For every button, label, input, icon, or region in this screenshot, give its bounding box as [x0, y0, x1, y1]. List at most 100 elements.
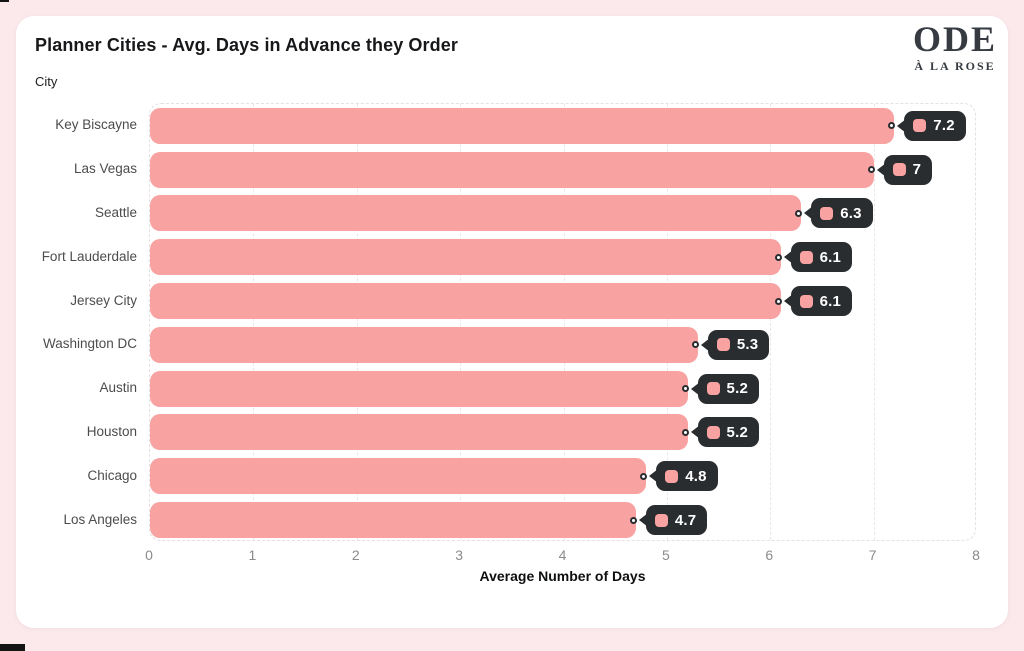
value-tooltip: 6.3	[811, 198, 873, 229]
value-callout: 5.2	[681, 411, 759, 455]
bar-row: 7	[150, 148, 975, 192]
chart-title: Planner Cities - Avg. Days in Advance th…	[35, 35, 458, 55]
bar-row: 7.2	[150, 104, 975, 148]
tooltip-notch	[700, 337, 710, 352]
bar	[150, 414, 688, 451]
category-label: Key Biscayne	[55, 117, 137, 133]
x-tick-label: 4	[558, 547, 567, 563]
bar	[150, 502, 636, 539]
value-callout: 4.7	[629, 498, 708, 542]
bar-row: 4.8	[150, 454, 975, 498]
x-tick-label: 0	[145, 547, 153, 563]
category-label: Austin	[99, 380, 137, 396]
value-callout: 5.3	[691, 323, 770, 367]
tooltip-swatch	[706, 382, 720, 396]
tooltip-notch	[783, 294, 793, 309]
tooltip-swatch	[799, 250, 813, 264]
gridline	[563, 104, 565, 540]
gridline	[356, 104, 358, 540]
value-tooltip: 5.2	[697, 417, 759, 448]
tooltip-notch	[783, 250, 793, 265]
bar-row: 6.3	[150, 192, 975, 236]
bar	[150, 326, 698, 363]
bar-end-marker-icon	[691, 341, 699, 349]
value-tooltip: 6.1	[790, 286, 853, 317]
bar-end-marker-icon	[795, 209, 803, 217]
screen-edge-artifact	[0, 0, 9, 2]
gridline	[253, 104, 255, 540]
category-label: Jersey City	[70, 292, 137, 308]
bar-end-marker-icon	[774, 297, 782, 305]
plot-area: 7.2 7 6.3 6.1 6.1 5.3 5.2 5.2 4.8 4.7	[149, 103, 976, 541]
value-tooltip: 4.7	[645, 505, 708, 536]
bar	[150, 239, 781, 276]
tooltip-value: 7.2	[933, 117, 955, 135]
bar	[150, 370, 688, 407]
tooltip-swatch	[706, 425, 720, 439]
tooltip-notch	[897, 118, 907, 133]
category-label: Washington DC	[42, 336, 137, 352]
tooltip-swatch	[913, 119, 927, 133]
category-label: Fort Lauderdale	[41, 248, 137, 264]
category-label: Chicago	[87, 467, 137, 483]
tooltip-notch	[804, 206, 814, 221]
value-callout: 6.3	[795, 192, 873, 236]
x-tick-label: 6	[765, 547, 774, 563]
bar-row: 4.7	[150, 498, 975, 542]
brand-logo: ODE À LA ROSE	[912, 19, 997, 74]
bar-end-marker-icon	[681, 385, 689, 393]
gridline	[666, 104, 668, 540]
x-tick-label: 8	[972, 547, 980, 563]
gridline	[770, 104, 772, 540]
tooltip-value: 7	[912, 161, 922, 179]
tooltip-swatch	[799, 294, 813, 308]
value-tooltip: 5.2	[697, 373, 759, 404]
brand-logo-tagline: À LA ROSE	[914, 58, 996, 73]
bar-end-marker-icon	[629, 516, 637, 524]
value-callout: 4.8	[640, 454, 718, 498]
value-tooltip: 5.3	[707, 329, 770, 360]
tooltip-value: 5.2	[726, 423, 748, 441]
bar-end-marker-icon	[681, 428, 689, 436]
value-tooltip: 4.8	[656, 461, 718, 492]
x-axis-ticks: 0 1 2 3 4 5 6 7 8	[145, 547, 980, 565]
category-label: Los Angeles	[63, 511, 137, 527]
tooltip-notch	[638, 513, 648, 528]
tooltip-value: 6.1	[819, 248, 842, 266]
gridline	[460, 104, 462, 540]
bar-row: 5.2	[150, 367, 975, 411]
value-callout: 5.2	[681, 367, 759, 411]
value-tooltip: 7.2	[904, 110, 966, 141]
bar	[150, 458, 647, 495]
bar	[150, 283, 781, 320]
bar	[150, 195, 802, 232]
brand-logo-wordmark: ODE	[912, 19, 997, 59]
tooltip-value: 6.1	[819, 292, 842, 310]
gridline	[873, 104, 875, 540]
chart-card: Planner Cities - Avg. Days in Advance th…	[16, 16, 1008, 628]
tooltip-notch	[876, 162, 886, 177]
tooltip-value: 4.7	[674, 511, 697, 529]
bar-end-marker-icon	[867, 166, 875, 174]
tooltip-swatch	[665, 469, 679, 483]
tooltip-value: 6.3	[840, 204, 862, 222]
bar	[150, 151, 874, 188]
value-callout: 6.1	[774, 279, 853, 323]
tooltip-value: 5.3	[736, 336, 759, 354]
value-callout: 7	[867, 148, 933, 192]
bar-end-marker-icon	[888, 122, 896, 130]
category-label: Las Vegas	[73, 161, 137, 177]
bar-end-marker-icon	[640, 472, 648, 480]
bar-row: 5.2	[150, 411, 975, 455]
value-callout: 7.2	[888, 104, 966, 148]
x-tick-label: 3	[455, 547, 464, 563]
x-tick-label: 5	[661, 547, 670, 563]
value-callout: 6.1	[774, 235, 853, 279]
x-tick-label: 1	[248, 547, 257, 563]
category-axis-labels: Key Biscayne Las Vegas Seattle Fort Lauderd…	[16, 103, 137, 541]
tooltip-swatch	[820, 206, 834, 220]
y-axis-title: City	[35, 74, 58, 89]
bar-row: 5.3	[150, 323, 975, 367]
tooltip-value: 5.2	[726, 380, 748, 398]
tooltip-notch	[690, 381, 700, 396]
